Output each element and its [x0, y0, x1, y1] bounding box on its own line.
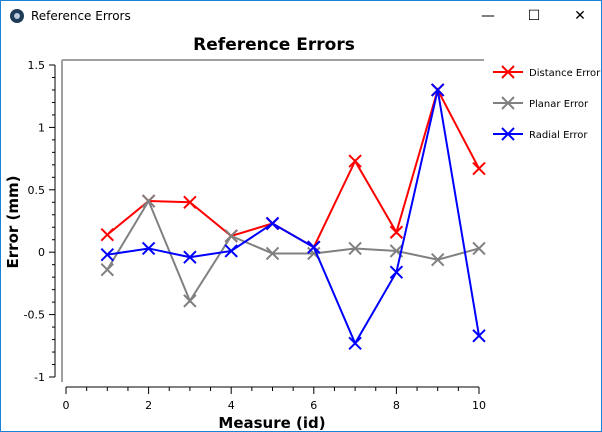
- series-radial-error: [100, 83, 486, 351]
- legend-marker-icon: [501, 127, 515, 141]
- legend-item: Planar Error: [493, 96, 589, 110]
- x-tick-label: 4: [228, 399, 235, 412]
- series-line: [106, 87, 480, 249]
- series-line: [107, 89, 480, 346]
- app-icon: [10, 9, 24, 23]
- legend-label: Planar Error: [529, 99, 589, 110]
- legend-label: Distance Error: [529, 68, 601, 79]
- y-tick-label: -1: [34, 371, 45, 384]
- data-point: [348, 241, 362, 256]
- data-point: [265, 216, 280, 231]
- data-point: [183, 294, 197, 308]
- y-tick-label: 0.5: [28, 184, 46, 197]
- x-tick-label: 2: [145, 399, 152, 412]
- legend-marker-icon: [501, 65, 515, 79]
- data-point: [100, 228, 115, 242]
- data-point: [389, 265, 404, 279]
- data-point: [224, 244, 238, 258]
- data-point: [100, 262, 115, 277]
- data-point: [389, 225, 404, 239]
- data-point: [430, 252, 445, 267]
- maximize-icon: ☐: [527, 8, 541, 24]
- chart-title: Reference Errors: [193, 35, 355, 55]
- data-point: [265, 246, 280, 261]
- data-point: [472, 241, 486, 256]
- x-axis-label: Measure (id): [218, 414, 325, 432]
- x-tick-label: 10: [472, 399, 486, 412]
- data-point: [100, 247, 115, 262]
- data-point: [472, 161, 486, 176]
- data-point: [224, 229, 238, 243]
- data-point: [348, 336, 362, 351]
- data-point: [430, 83, 445, 97]
- close-icon: ✕: [574, 8, 586, 24]
- window-title: Reference Errors: [31, 9, 131, 23]
- legend-item: Radial Error: [493, 127, 588, 141]
- data-point: [472, 329, 486, 343]
- maximize-button[interactable]: ☐: [511, 1, 557, 32]
- series-planar-error: [100, 194, 486, 308]
- data-point: [307, 240, 321, 254]
- y-tick-label: 1: [38, 121, 45, 134]
- y-tick-label: 1.5: [28, 59, 46, 72]
- x-tick-label: 6: [310, 399, 317, 412]
- data-point: [183, 250, 197, 264]
- data-point: [141, 194, 156, 208]
- data-point: [348, 154, 362, 168]
- y-tick-label: 0: [38, 246, 45, 259]
- legend-label: Radial Error: [529, 130, 588, 141]
- minimize-button[interactable]: —: [465, 1, 511, 32]
- y-tick-label: -0.5: [24, 309, 45, 322]
- data-point: [141, 241, 156, 256]
- legend-item: Distance Error: [493, 65, 601, 79]
- x-tick-label: 8: [393, 399, 400, 412]
- y-axis-label: Error (mm): [4, 176, 22, 269]
- data-point: [183, 195, 197, 209]
- legend-marker-icon: [501, 96, 515, 110]
- minimize-icon: —: [481, 8, 495, 24]
- x-tick-label: 0: [63, 399, 70, 412]
- close-button[interactable]: ✕: [557, 1, 602, 32]
- title-bar: Reference Errors — ☐ ✕: [1, 1, 601, 32]
- series-line: [106, 198, 480, 304]
